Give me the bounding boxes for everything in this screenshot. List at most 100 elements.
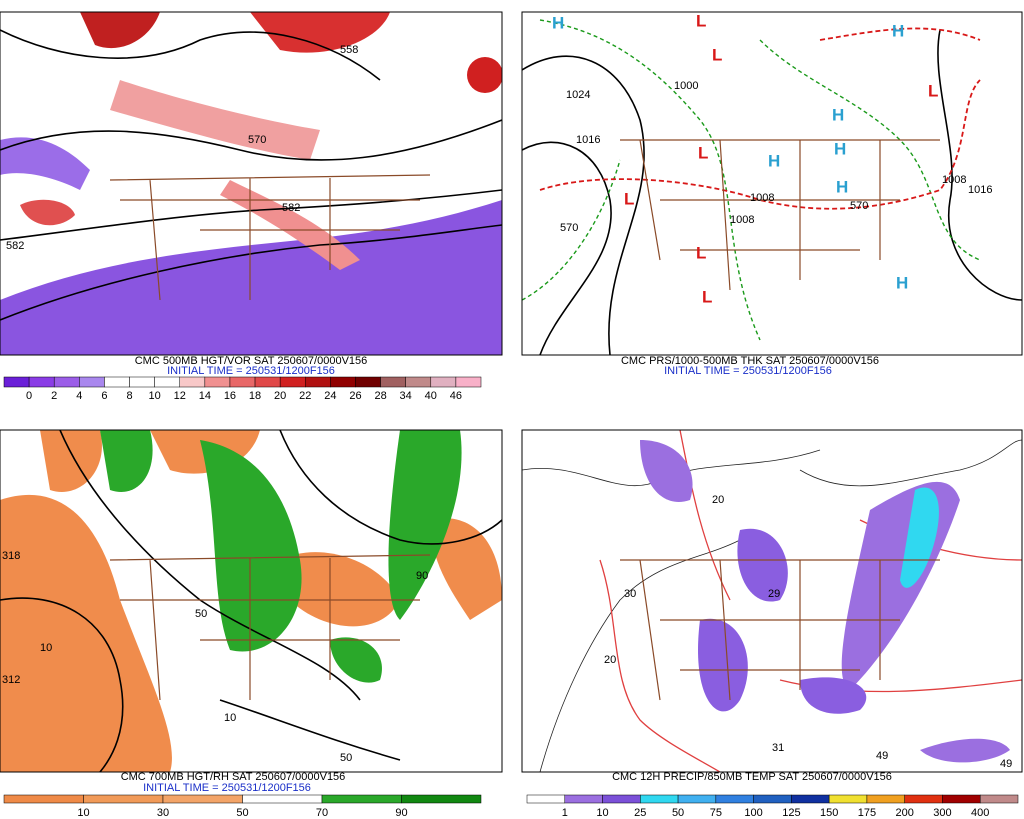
contour-label: 570	[560, 222, 578, 234]
colorbar-swatch	[715, 794, 754, 804]
contour-label: 570	[248, 134, 266, 146]
colorbar-label: 6	[101, 390, 107, 402]
high-center: H	[896, 273, 908, 292]
contour-label: 318	[2, 550, 20, 562]
contour-label: 10	[224, 712, 236, 724]
colorbar-label: 25	[634, 807, 646, 819]
colorbar-label: 4	[76, 390, 82, 402]
colorbar-label: 90	[395, 807, 407, 819]
colorbar-swatch	[28, 376, 55, 388]
colorbar-swatch	[279, 376, 306, 388]
low-center: L	[624, 189, 634, 208]
colorbar-swatch	[791, 794, 830, 804]
high-center: H	[832, 105, 844, 124]
colorbar-swatch	[380, 376, 406, 388]
colorbar-swatch	[526, 794, 566, 804]
contour-label: 1016	[576, 134, 600, 146]
colorbar-swatch	[242, 794, 323, 804]
contour-label: 312	[2, 674, 20, 686]
colorbar-swatch	[401, 794, 482, 804]
contour-label: 582	[6, 240, 24, 252]
colorbar-swatch	[229, 376, 256, 388]
map-frame	[0, 429, 503, 773]
colorbar-label: 12	[174, 390, 186, 402]
colorbar-label: 70	[316, 807, 328, 819]
vorticity-map: 558 570 582 582	[0, 12, 502, 355]
colorbar-label: 22	[299, 390, 311, 402]
colorbar-label: 1	[562, 807, 568, 819]
colorbar-label: 2	[51, 390, 57, 402]
colorbar-swatch	[942, 794, 981, 804]
colorbar-label: 175	[858, 807, 876, 819]
colorbar-swatch	[179, 376, 206, 388]
contour-label: 1000	[674, 80, 698, 92]
pressure-map: 1024 1016 1008 1000 1008 1016 570 570 10…	[522, 11, 1022, 355]
colorbar-label: 0	[26, 390, 32, 402]
colorbar-swatch	[3, 376, 30, 388]
colorbar-swatch	[828, 794, 868, 804]
colorbar-label: 10	[596, 807, 608, 819]
colorbar-label: 26	[349, 390, 361, 402]
contour-label: 582	[282, 202, 300, 214]
low-center: L	[696, 243, 706, 262]
map-frame	[521, 11, 1023, 356]
colorbar-label: 400	[971, 807, 989, 819]
contour-label: 558	[340, 44, 358, 56]
colorbar-label: 125	[782, 807, 800, 819]
colorbar-swatch	[254, 376, 281, 388]
high-center: H	[892, 21, 904, 40]
high-center: H	[768, 151, 780, 170]
colorbar-label: 75	[710, 807, 722, 819]
colorbar-swatch	[866, 794, 905, 804]
colorbar-label: 14	[199, 390, 211, 402]
colorbar-label: 40	[425, 390, 437, 402]
colorbar-swatch	[79, 376, 105, 388]
contour-label: 49	[1000, 758, 1012, 770]
low-center: L	[928, 81, 938, 100]
colorbar-swatch	[904, 794, 943, 804]
colorbar-swatch	[753, 794, 792, 804]
initial-time: INITIAL TIME = 250531/1200F156	[143, 782, 311, 794]
contour-label: 20	[604, 654, 616, 666]
precip-map: 20 30 20 49 29 31 49	[522, 430, 1022, 772]
colorbar-swatch	[162, 794, 243, 804]
panel-title: CMC PRS/1000-500MB THK SAT 250607/0000V1…	[621, 355, 879, 367]
colorbar-swatch	[330, 376, 356, 388]
contour-label: 31	[772, 742, 784, 754]
panel-title: CMC 12H PRECIP/850MB TEMP SAT 250607/000…	[612, 771, 892, 783]
contour-label: 1008	[730, 214, 754, 226]
colorbar-swatch	[204, 376, 231, 388]
colorbar-label: 50	[236, 807, 248, 819]
colorbar-swatch	[305, 376, 331, 388]
colorbar-swatch	[83, 794, 164, 804]
map-frame	[521, 429, 1023, 773]
map-frame	[0, 11, 503, 356]
colorbar-swatch	[321, 794, 402, 804]
colorbar-label: 18	[249, 390, 261, 402]
low-center: L	[698, 143, 708, 162]
contour-label: 1016	[968, 184, 992, 196]
colorbar-swatch	[455, 376, 482, 388]
humidity-map: 318 312 10 50 90 50 10	[0, 430, 502, 772]
high-center: H	[834, 139, 846, 158]
colorbar-swatch	[3, 794, 84, 804]
colorbar-label: 100	[744, 807, 762, 819]
colorbar-swatch	[677, 794, 717, 804]
colorbar-label: 24	[324, 390, 336, 402]
initial-time: INITIAL TIME = 250531/1200F156	[167, 365, 335, 377]
colorbar-swatch	[104, 376, 130, 388]
colorbar-swatch	[154, 376, 180, 388]
contour-label: 1024	[566, 89, 590, 101]
contour-label: 570	[850, 200, 868, 212]
contour-label: 50	[340, 752, 352, 764]
colorbar-label: 34	[400, 390, 412, 402]
contour-label: 1008	[942, 174, 966, 186]
panel-title: CMC 700MB HGT/RH SAT 250607/0000V156	[121, 771, 346, 783]
colorbar-swatch	[602, 794, 641, 804]
colorbar-label: 28	[374, 390, 386, 402]
contour-label: 90	[416, 570, 428, 582]
colorbar-swatch	[430, 376, 457, 388]
low-center: L	[696, 11, 706, 30]
